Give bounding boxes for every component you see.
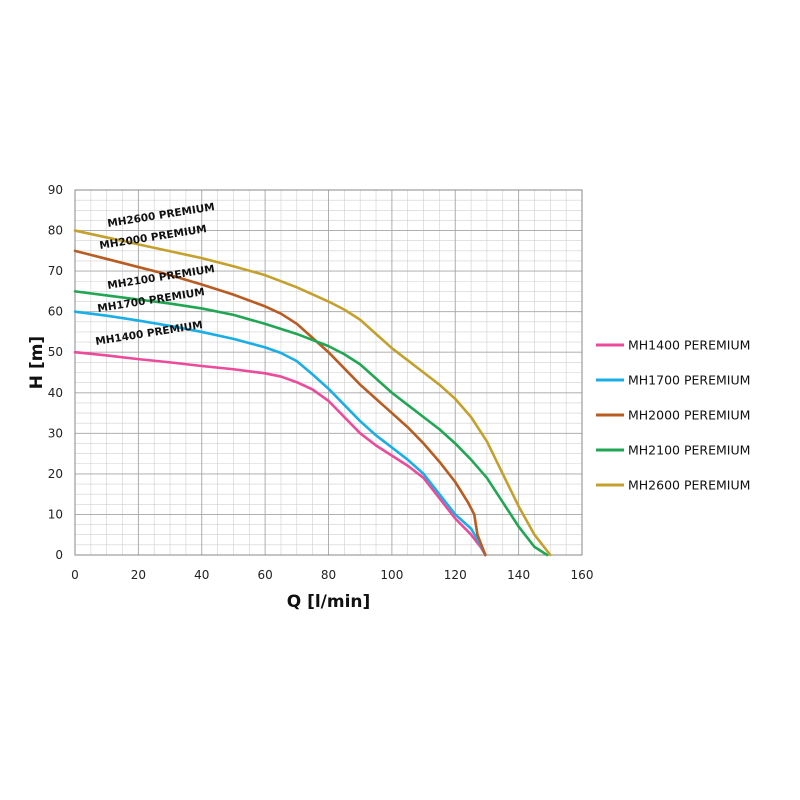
legend-label: MH1400 PEREMIUM <box>628 338 750 353</box>
legend-item: MH2600 PEREMIUM <box>596 478 750 493</box>
y-tick-label: 30 <box>48 426 63 440</box>
y-tick-label: 10 <box>48 507 63 521</box>
y-tick-label: 90 <box>48 183 63 197</box>
y-tick-label: 20 <box>48 467 63 481</box>
legend-label: MH2000 PEREMIUM <box>628 408 750 423</box>
y-tick-label: 0 <box>55 548 63 562</box>
y-tick-label: 40 <box>48 386 63 400</box>
y-tick-labels: 0 10 20 30 40 50 60 70 80 90 <box>48 183 63 562</box>
x-tick-label: 100 <box>380 568 403 582</box>
x-tick-label: 0 <box>71 568 79 582</box>
x-tick-label: 20 <box>131 568 146 582</box>
y-tick-label: 80 <box>48 224 63 238</box>
x-tick-label: 40 <box>194 568 209 582</box>
legend-label: MH2600 PEREMIUM <box>628 478 750 493</box>
series-line-mh1700 <box>73 310 487 557</box>
y-tick-label: 50 <box>48 345 63 359</box>
x-tick-label: 160 <box>571 568 594 582</box>
series-line-mh2100 <box>73 290 549 557</box>
series-line-mh1400 <box>73 350 487 557</box>
y-tick-label: 70 <box>48 264 63 278</box>
legend: MH1400 PEREMIUM MH1700 PEREMIUM MH2000 PER… <box>596 338 750 493</box>
legend-label: MH2100 PEREMIUM <box>628 443 750 458</box>
series-line-mh2600 <box>73 229 552 557</box>
plot-frame <box>74 189 583 556</box>
legend-label: MH1700 PEREMIUM <box>628 373 750 388</box>
legend-item: MH1400 PEREMIUM <box>596 338 750 353</box>
series-line-mh2000 <box>73 249 487 557</box>
legend-item: MH1700 PEREMIUM <box>596 373 750 388</box>
x-tick-label: 120 <box>444 568 467 582</box>
x-tick-label: 80 <box>321 568 336 582</box>
x-tick-label: 60 <box>257 568 272 582</box>
axes <box>74 189 583 556</box>
series-lines <box>73 229 552 557</box>
legend-item: MH2100 PEREMIUM <box>596 443 750 458</box>
x-axis-title: Q [l/min] <box>287 592 371 612</box>
x-tick-label: 140 <box>507 568 530 582</box>
y-tick-label: 60 <box>48 305 63 319</box>
legend-item: MH2000 PEREMIUM <box>596 408 750 423</box>
x-tick-labels: 0 20 40 60 80 100 120 140 160 <box>71 568 593 582</box>
y-axis-title: H [m] <box>27 336 47 389</box>
